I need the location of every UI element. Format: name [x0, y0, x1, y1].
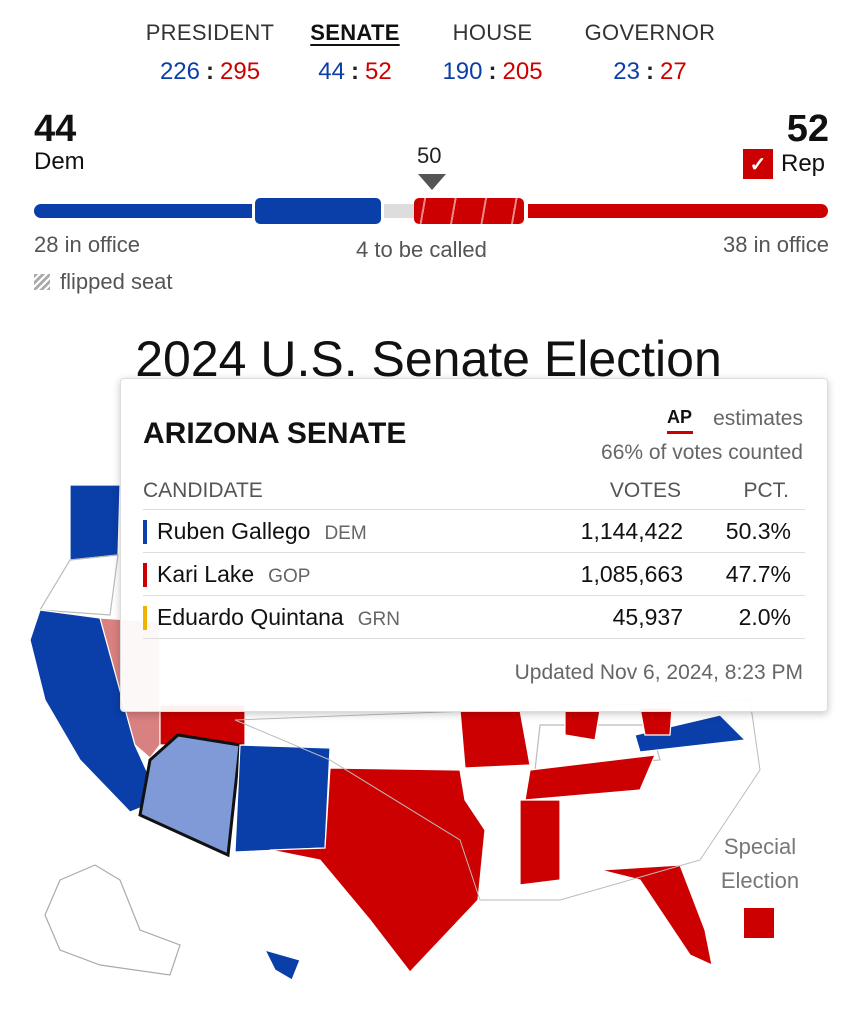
tab-president-label: PRESIDENT: [145, 20, 275, 45]
candidate-party: GOP: [268, 566, 311, 587]
state-virginia[interactable]: [634, 714, 747, 753]
dem-won-bar[interactable]: [255, 198, 381, 224]
tab-governor[interactable]: GOVERNOR 23:27: [580, 20, 720, 86]
tab-senate-score: 44:52: [318, 58, 392, 85]
ap-logo-underline: [667, 431, 693, 434]
special-label-line2: Election: [720, 868, 800, 893]
state-indiana[interactable]: [564, 709, 601, 741]
col-pct: PCT.: [743, 479, 789, 502]
rep-count: 295: [220, 58, 261, 85]
candidate-party: GRN: [357, 609, 400, 630]
state-texas[interactable]: [269, 767, 486, 973]
special-label-line1: Special: [723, 834, 797, 859]
state-missouri[interactable]: [459, 709, 531, 769]
rep-total: 52: [786, 108, 829, 150]
state-oregon[interactable]: [38, 554, 119, 616]
dem-count: 190: [442, 58, 483, 85]
candidate-name-text: Ruben Gallego: [157, 518, 311, 544]
uncalled-bar: [384, 204, 414, 218]
special-election-label: Special Election: [700, 830, 820, 898]
candidate-pct: 2.0%: [738, 604, 791, 630]
rep-count: 27: [660, 58, 687, 85]
candidate-name: Kari Lake GOP: [157, 561, 310, 588]
majority-label: 50: [417, 143, 442, 168]
rep-count: 52: [365, 58, 392, 85]
dem-total: 44: [34, 108, 77, 150]
state-arizona[interactable]: [138, 733, 242, 858]
estimates-label: estimates: [713, 407, 803, 430]
ap-logo-icon: AP: [667, 407, 693, 427]
candidate-party: DEM: [324, 523, 367, 544]
candidate-name: Eduardo Quintana GRN: [157, 604, 400, 631]
updated-timestamp: Updated Nov 6, 2024, 8:23 PM: [514, 661, 803, 684]
tab-governor-label: GOVERNOR: [584, 20, 716, 45]
tab-president-score: 226:295: [159, 58, 261, 85]
race-tabs: PRESIDENT 226:295 SENATE 44:52 HOUSE 190…: [0, 20, 857, 100]
tab-house-score: 190:205: [442, 58, 543, 85]
candidate-votes: 45,937: [612, 604, 683, 630]
candidate-votes: 1,144,422: [580, 518, 683, 544]
candidate-name: Ruben Gallego DEM: [157, 518, 367, 545]
state-ohio[interactable]: [639, 707, 673, 736]
dem-count: 226: [159, 58, 200, 85]
state-florida[interactable]: [599, 864, 713, 967]
state-washington[interactable]: [69, 484, 121, 561]
party-color-mark: [143, 563, 147, 587]
state-alaska[interactable]: [44, 864, 181, 976]
flipped-seat-swatch-icon: [34, 274, 50, 290]
tab-governor-score: 23:27: [613, 58, 687, 85]
rep-label: Rep: [781, 150, 826, 177]
dem-in-office-bar: [34, 204, 252, 218]
dem-label: Dem: [34, 148, 85, 175]
col-candidate: CANDIDATE: [143, 479, 263, 502]
state-new-mexico[interactable]: [234, 744, 331, 853]
party-color-mark: [143, 520, 147, 544]
party-color-mark: [143, 606, 147, 630]
table-row[interactable]: Eduardo Quintana GRN 45,937 2.0%: [143, 595, 805, 639]
candidate-name-text: Kari Lake: [157, 561, 255, 587]
majority-marker-icon: [418, 174, 446, 190]
col-votes: VOTES: [609, 479, 681, 502]
state-tennessee[interactable]: [524, 754, 656, 801]
candidate-pct: 47.7%: [725, 561, 791, 587]
tab-house-label: HOUSE: [452, 20, 533, 45]
candidate-votes: 1,085,663: [580, 561, 683, 587]
tab-senate[interactable]: SENATE 44:52: [300, 20, 410, 86]
to-be-called-label: 4 to be called: [356, 237, 487, 262]
tab-house[interactable]: HOUSE 190:205: [430, 20, 555, 86]
popup-title: ARIZONA SENATE: [143, 417, 407, 450]
state-hawaii[interactable]: [263, 949, 301, 981]
candidate-pct: 50.3%: [725, 518, 791, 544]
special-election-swatch-icon: [744, 908, 774, 938]
dem-count: 23: [613, 58, 640, 85]
rep-in-office-bar: [528, 204, 828, 218]
dem-in-office-label: 28 in office: [34, 232, 141, 257]
tab-president[interactable]: PRESIDENT 226:295: [140, 20, 280, 86]
dem-count: 44: [318, 58, 345, 85]
rep-in-office-label: 38 in office: [722, 232, 829, 257]
rep-won-bar[interactable]: [414, 198, 524, 224]
state-mississippi[interactable]: [519, 799, 561, 886]
rep-count: 205: [502, 58, 543, 85]
votes-counted-label: 66% of votes counted: [601, 441, 803, 464]
tab-senate-label: SENATE: [310, 20, 400, 45]
state-results-popup: ARIZONA SENATE AP estimates 66% of votes…: [120, 378, 828, 712]
candidate-name-text: Eduardo Quintana: [157, 604, 344, 630]
table-row[interactable]: Kari Lake GOP 1,085,663 47.7%: [143, 552, 805, 595]
rep-winner-check-icon: ✓: [743, 149, 773, 179]
table-row[interactable]: Ruben Gallego DEM 1,144,422 50.3%: [143, 509, 805, 552]
flipped-seat-label: flipped seat: [60, 269, 173, 294]
map-title: 2024 U.S. Senate Election: [135, 331, 722, 387]
